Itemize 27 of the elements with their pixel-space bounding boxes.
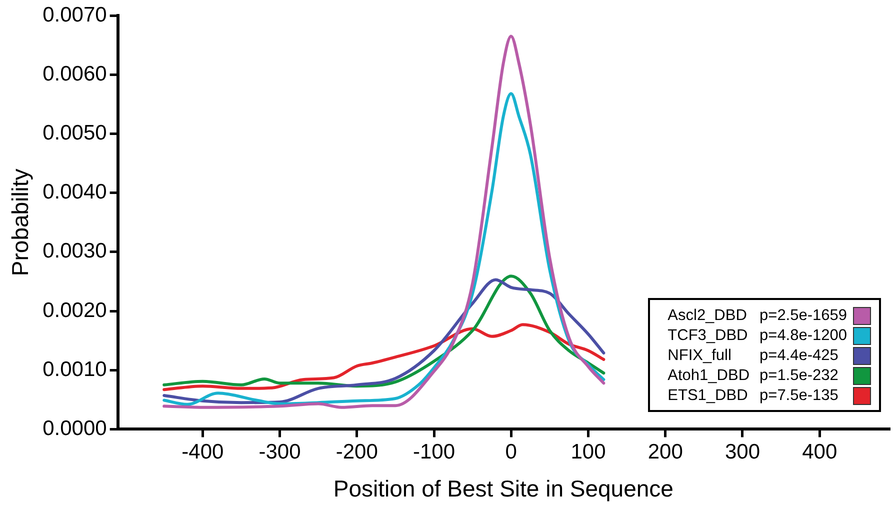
y-tick-label: 0.0020: [42, 298, 107, 322]
x-tick-label: -100: [412, 440, 456, 464]
y-tick-label: 0.0070: [42, 3, 107, 26]
x-tick-label: -200: [336, 440, 378, 464]
x-tick-label: 400: [802, 440, 838, 464]
y-tick-label: 0.0040: [42, 180, 107, 204]
line-series: [162, 323, 606, 392]
x-tick-label: 0: [505, 440, 517, 464]
x-tick-label: -300: [258, 440, 301, 464]
text: NFIX_full p=4.4e-425: [668, 347, 838, 364]
y-tick-label: 0.0000: [42, 416, 107, 440]
x-tick-label: 200: [648, 440, 683, 464]
legend-label: Atoh1_DBD p=1.5e-232: [668, 366, 840, 386]
legend-label: ETS1_DBD p=7.5e-135: [668, 386, 840, 406]
x-tick-label: -400: [182, 440, 224, 464]
y-axis-title: Probability: [7, 168, 34, 276]
x-axis-title: Position of Best Site in Sequence: [333, 476, 674, 502]
y-tick-label: 0.0030: [42, 240, 107, 263]
x-tick-label: 100: [570, 440, 606, 464]
legend-label: TCF3_DBD p=4.8e-1200: [668, 326, 848, 346]
y-tick-label: 0.0010: [42, 358, 107, 381]
x-tick-label: 300: [724, 440, 760, 464]
y-tick-label: 0.0050: [42, 122, 107, 145]
line-series: [162, 34, 606, 409]
legend-label: Ascl2_DBD p=2.5e-1659: [668, 306, 848, 326]
y-tick-label: 0.0060: [42, 62, 107, 86]
line-series: [162, 278, 606, 404]
